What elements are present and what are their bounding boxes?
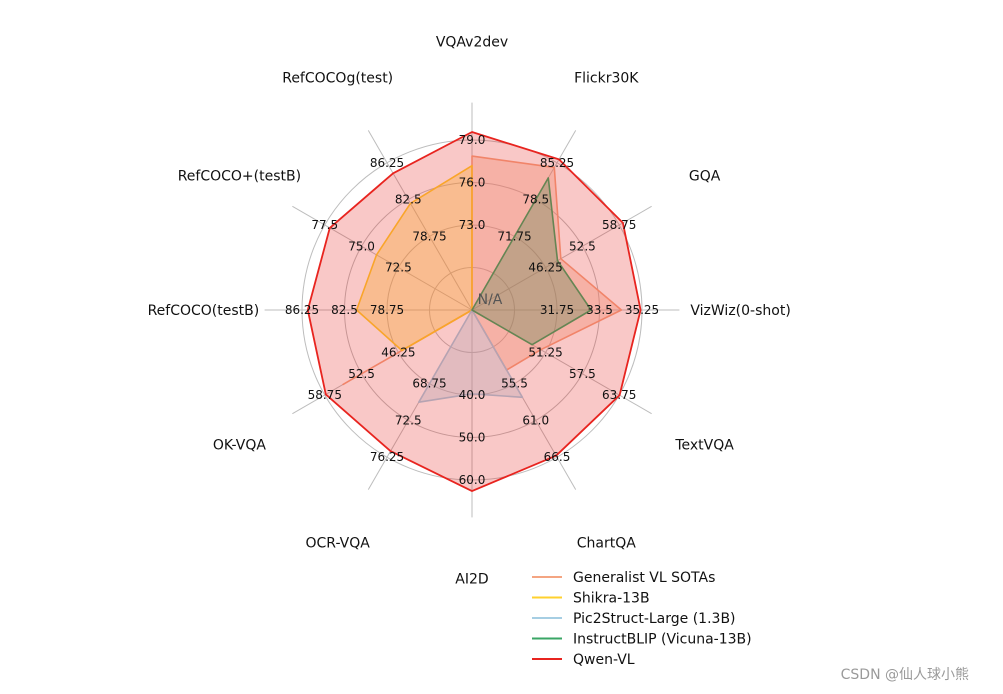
axis-label-9: RefCOCO(testB) xyxy=(148,303,260,319)
tick-label-5-1: 61.0 xyxy=(522,413,549,427)
series-layer xyxy=(306,131,642,493)
center-label: N/A xyxy=(478,292,503,308)
series-qwen-vl xyxy=(306,131,642,493)
legend-label-3: InstructBLIP (Vicuna-13B) xyxy=(573,632,752,648)
legend-label-0: Generalist VL SOTAs xyxy=(573,570,715,586)
legend-label-2: Pic2Struct-Large (1.3B) xyxy=(573,611,736,627)
axis-label-6: AI2D xyxy=(455,572,488,588)
axis-label-1: Flickr30K xyxy=(574,70,639,86)
legend-label-4: Qwen-VL xyxy=(573,652,635,668)
tick-label-7-1: 72.5 xyxy=(395,413,422,427)
tick-label-6-2: 60.0 xyxy=(459,473,486,487)
tick-label-2-2: 58.75 xyxy=(602,218,636,232)
tick-label-6-1: 50.0 xyxy=(459,431,486,445)
tick-label-2-1: 52.5 xyxy=(569,239,596,253)
tick-label-8-2: 58.75 xyxy=(308,388,342,402)
axis-label-10: RefCOCO+(testB) xyxy=(178,169,301,185)
tick-label-11-1: 82.5 xyxy=(395,193,422,207)
tick-label-1-0: 71.75 xyxy=(497,229,531,243)
axis-label-0: VQAv2dev xyxy=(436,34,508,50)
tick-label-3-0: 31.75 xyxy=(540,303,574,317)
axis-label-11: RefCOCOg(test) xyxy=(282,70,393,86)
tick-label-10-0: 72.5 xyxy=(385,261,412,275)
tick-label-8-1: 52.5 xyxy=(348,367,375,381)
axis-label-3: VizWiz(0-shot) xyxy=(690,303,790,319)
axis-labels: VQAv2dev Flickr30K GQA VizWiz(0-shot) TextVQ… xyxy=(148,34,791,587)
tick-label-2-0: 46.25 xyxy=(528,261,562,275)
tick-label-9-1: 82.5 xyxy=(331,303,358,317)
axis-label-4: TextVQA xyxy=(674,437,734,453)
tick-label-0-1: 76.0 xyxy=(459,176,486,190)
tick-label-5-2: 66.5 xyxy=(544,450,571,464)
series-instructblip-vicuna-13b- xyxy=(471,177,592,346)
tick-label-7-2: 76.25 xyxy=(370,450,404,464)
tick-label-5-0: 55.5 xyxy=(501,377,528,391)
axis-label-5: ChartQA xyxy=(577,536,636,552)
tick-label-4-1: 57.5 xyxy=(569,367,596,381)
axis-label-2: GQA xyxy=(689,169,721,185)
tick-label-7-0: 68.75 xyxy=(412,377,446,391)
tick-label-6-0: 40.0 xyxy=(459,388,486,402)
tick-label-0-0: 73.0 xyxy=(459,218,486,232)
legend-label-1: Shikra-13B xyxy=(573,591,650,607)
tick-label-3-2: 35.25 xyxy=(625,303,659,317)
spoke-11 xyxy=(367,130,473,311)
spoke-2 xyxy=(471,205,652,311)
tick-label-3-1: 33.5 xyxy=(586,303,613,317)
spoke-10 xyxy=(292,205,473,311)
axis-label-8: OK-VQA xyxy=(213,437,267,453)
legend: Generalist VL SOTAs Shikra-13B Pic2Struct-… xyxy=(532,570,752,668)
tick-label-8-0: 46.25 xyxy=(381,346,415,360)
tick-label-11-2: 86.25 xyxy=(370,156,404,170)
tick-label-10-1: 75.0 xyxy=(348,239,375,253)
tick-label-0-2: 79.0 xyxy=(459,133,486,147)
tick-label-1-2: 85.25 xyxy=(540,156,574,170)
tick-label-9-2: 86.25 xyxy=(285,303,319,317)
axis-label-7: OCR-VQA xyxy=(306,536,371,552)
watermark: CSDN @仙人球小熊 xyxy=(840,667,969,683)
tick-label-10-2: 77.5 xyxy=(311,218,338,232)
tick-label-11-0: 78.75 xyxy=(412,229,446,243)
tick-label-4-2: 63.75 xyxy=(602,388,636,402)
tick-labels: 73.0 76.0 79.0 71.75 78.5 85.25 46.25 52.5 58.75… xyxy=(285,133,659,487)
tick-label-4-0: 51.25 xyxy=(528,346,562,360)
tick-label-9-0: 78.75 xyxy=(370,303,404,317)
series-pic2struct-large-1-3b- xyxy=(417,309,524,404)
tick-label-1-1: 78.5 xyxy=(522,193,549,207)
